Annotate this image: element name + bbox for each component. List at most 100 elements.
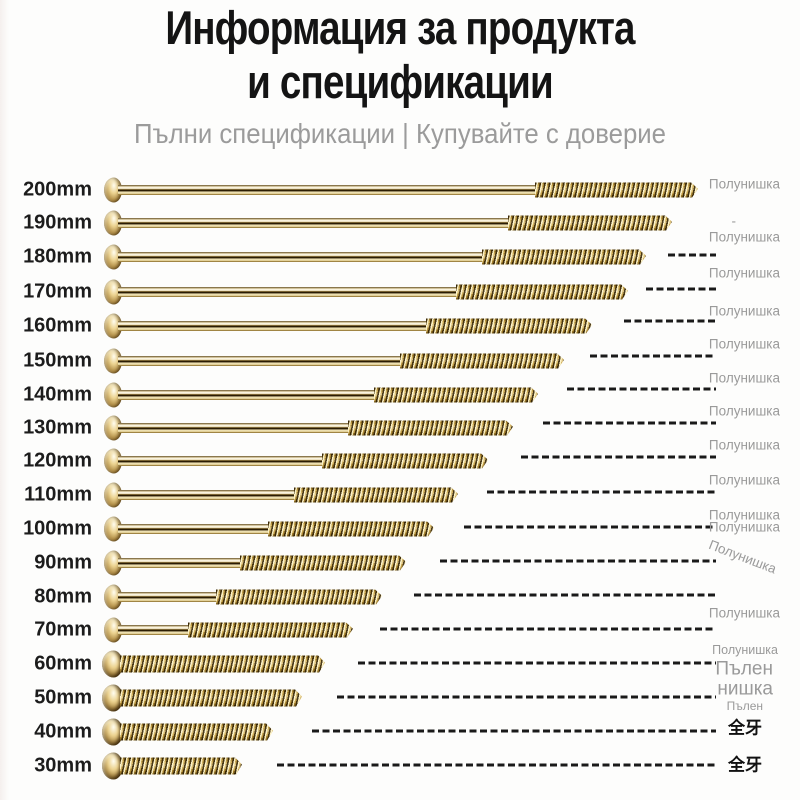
dash-leader-line: [414, 593, 716, 597]
screw-head-icon: [104, 244, 122, 270]
screw-head-icon: [102, 718, 123, 746]
thread-type-label: Полунишка: [708, 176, 780, 192]
dash-leader-line: [487, 490, 716, 494]
thread-type-label: Полунишка: [708, 336, 780, 352]
length-label: 100mm: [23, 517, 92, 540]
thread-type-label: 全牙: [728, 755, 762, 775]
thread-type-label: -: [731, 213, 737, 229]
thread-type-label: Полунишка: [708, 229, 780, 245]
screw-thread: [216, 590, 382, 605]
length-label: 130mm: [23, 416, 92, 439]
thread-type-label: 全牙: [728, 718, 762, 738]
screw-shank: [118, 252, 484, 262]
screw-head-icon: [104, 382, 122, 408]
screw-shank: [118, 558, 242, 568]
length-label: 90mm: [34, 551, 92, 574]
screw-head-icon: [104, 550, 122, 576]
thread-type-label: Пълен: [715, 658, 773, 680]
screw-shank: [118, 423, 350, 433]
thread-type-label: Полунишка: [708, 519, 780, 535]
thread-type-label: Полунишка: [708, 605, 780, 621]
screw-shank: [118, 287, 458, 297]
thread-type-label: нишка: [717, 678, 773, 700]
screw-thread: [120, 656, 325, 673]
dash-leader-line: [668, 253, 716, 257]
thread-type-label: Полунишка: [708, 303, 780, 319]
length-label: 170mm: [23, 280, 92, 303]
screw-shank: [118, 625, 190, 635]
screw-thread: [482, 250, 646, 265]
length-label: 40mm: [34, 720, 92, 743]
thread-type-label: Полунишка: [708, 265, 780, 281]
page-subtitle: Пълни спецификации | Купувайте с доверие: [134, 118, 666, 149]
thread-type-label: Полунишка: [708, 472, 780, 488]
screw-shank: [118, 456, 324, 466]
screw-head-icon: [104, 516, 122, 542]
thread-type-label: Полунишка: [712, 642, 778, 657]
screw-thread: [120, 724, 273, 741]
screw-thread: [426, 319, 592, 334]
screw-head-icon: [104, 448, 122, 474]
screw-shank: [118, 218, 510, 228]
screw-head-icon: [104, 279, 122, 305]
screw-thread: [508, 216, 672, 231]
length-label: 80mm: [34, 585, 92, 608]
length-label: 110mm: [24, 483, 92, 506]
page-title-line1: Информация за продукта: [165, 1, 635, 54]
dash-leader-line: [277, 763, 716, 767]
length-label: 70mm: [34, 618, 92, 641]
screw-head-icon: [104, 210, 122, 236]
dash-leader-line: [440, 559, 716, 563]
thread-type-label: Полунишка: [708, 403, 780, 419]
length-label: 30mm: [34, 754, 92, 777]
screw-shank: [118, 592, 218, 602]
length-label: 50mm: [34, 686, 92, 709]
thread-type-label: Полунишка: [708, 507, 780, 523]
length-label: 140mm: [23, 383, 92, 406]
dash-leader-line: [464, 525, 716, 529]
screw-head-icon: [102, 650, 123, 678]
screw-head-icon: [104, 348, 122, 374]
dash-leader-line: [590, 354, 716, 358]
screw-shank: [118, 390, 376, 400]
dash-leader-line: [337, 695, 716, 699]
screw-thread: [322, 454, 488, 469]
screw-shank: [118, 185, 537, 195]
screw-thread: [240, 556, 406, 571]
screw-thread: [294, 488, 458, 503]
dash-leader-line: [567, 387, 716, 391]
thread-type-label: Полунишка: [706, 537, 779, 577]
length-label: 60mm: [34, 652, 92, 675]
screw-thread: [400, 354, 564, 369]
screw-head-icon: [104, 617, 122, 643]
thread-type-label: Полунишка: [708, 437, 780, 453]
length-label: 160mm: [23, 314, 92, 337]
screw-thread: [268, 522, 434, 537]
page-title-line2: и спецификации: [247, 55, 553, 108]
dash-leader-line: [543, 421, 716, 425]
screw-thread: [456, 285, 628, 300]
length-label: 180mm: [23, 245, 92, 268]
screw-head-icon: [104, 177, 122, 203]
screw-head-icon: [104, 313, 122, 339]
screw-head-icon: [102, 684, 123, 712]
screw-shank: [118, 356, 402, 366]
thread-type-label: Полунишка: [708, 370, 780, 386]
screw-head-icon: [104, 584, 122, 610]
dash-leader-line: [624, 319, 716, 323]
screw-thread: [120, 758, 242, 775]
screw-thread: [535, 183, 698, 198]
length-label: 190mm: [23, 211, 92, 234]
dash-leader-line: [646, 287, 716, 291]
screw-thread: [120, 690, 302, 707]
screw-shank: [118, 524, 270, 534]
length-label: 200mm: [23, 178, 92, 201]
screw-thread: [188, 623, 353, 638]
dash-leader-line: [358, 661, 716, 665]
dash-leader-line: [380, 627, 716, 631]
screw-shank: [118, 490, 296, 500]
screw-head-icon: [104, 482, 122, 508]
screw-thread: [348, 421, 513, 436]
